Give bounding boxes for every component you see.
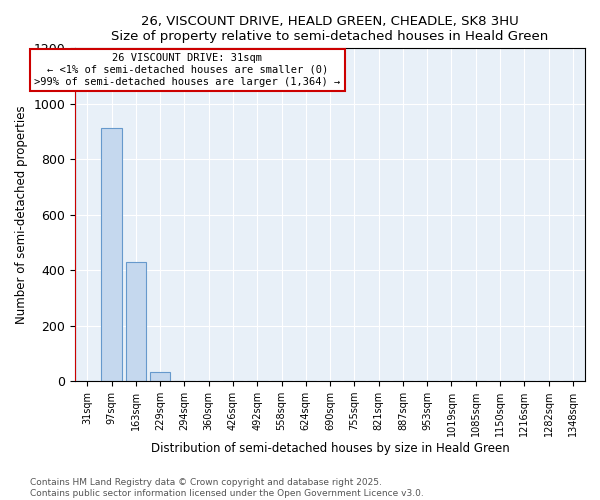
Text: Contains HM Land Registry data © Crown copyright and database right 2025.
Contai: Contains HM Land Registry data © Crown c… xyxy=(30,478,424,498)
Text: 26 VISCOUNT DRIVE: 31sqm
← <1% of semi-detached houses are smaller (0)
>99% of s: 26 VISCOUNT DRIVE: 31sqm ← <1% of semi-d… xyxy=(34,54,340,86)
Bar xyxy=(150,372,170,381)
Y-axis label: Number of semi-detached properties: Number of semi-detached properties xyxy=(15,106,28,324)
X-axis label: Distribution of semi-detached houses by size in Heald Green: Distribution of semi-detached houses by … xyxy=(151,442,509,455)
Title: 26, VISCOUNT DRIVE, HEALD GREEN, CHEADLE, SK8 3HU
Size of property relative to s: 26, VISCOUNT DRIVE, HEALD GREEN, CHEADLE… xyxy=(112,15,549,43)
Bar xyxy=(101,128,122,381)
Bar xyxy=(125,262,146,381)
